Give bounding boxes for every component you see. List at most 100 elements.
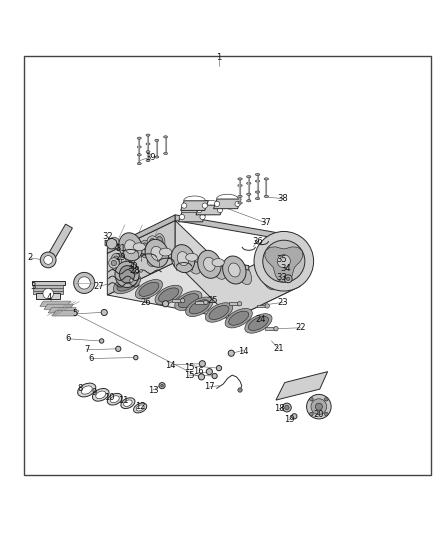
Ellipse shape [238,184,242,187]
Circle shape [216,366,222,371]
Ellipse shape [146,134,150,136]
Text: 5: 5 [73,309,78,318]
Text: 34: 34 [281,264,291,273]
Ellipse shape [171,245,195,272]
Ellipse shape [96,391,106,399]
Circle shape [206,368,212,375]
Circle shape [217,207,223,213]
Circle shape [307,394,331,419]
Circle shape [283,403,291,412]
Text: 9: 9 [92,388,97,397]
Ellipse shape [155,285,182,305]
Circle shape [74,272,95,294]
Ellipse shape [229,263,240,277]
Text: 30: 30 [127,262,138,271]
Polygon shape [195,301,206,304]
Ellipse shape [156,236,163,248]
Ellipse shape [146,159,150,161]
Text: 17: 17 [204,383,215,391]
Circle shape [254,231,314,291]
Circle shape [109,237,119,248]
Polygon shape [175,215,300,243]
Ellipse shape [175,291,202,310]
Ellipse shape [92,389,109,401]
Ellipse shape [115,261,139,287]
Ellipse shape [81,386,92,394]
Ellipse shape [139,282,159,296]
Ellipse shape [204,257,215,271]
Ellipse shape [137,163,141,165]
Polygon shape [33,288,63,290]
Text: 7: 7 [84,345,89,354]
Ellipse shape [212,259,224,266]
Text: 21: 21 [273,344,284,353]
Text: 39: 39 [145,152,155,161]
Circle shape [130,279,133,282]
Ellipse shape [248,317,268,330]
Circle shape [285,405,289,410]
Circle shape [197,207,202,213]
Ellipse shape [255,180,260,182]
Ellipse shape [261,268,277,290]
Ellipse shape [113,274,141,294]
Circle shape [263,240,305,282]
Circle shape [277,255,290,268]
Circle shape [159,383,165,389]
Circle shape [43,288,53,299]
Text: 2: 2 [27,253,32,262]
Text: 22: 22 [295,324,306,332]
Circle shape [111,260,117,265]
Text: 36: 36 [252,237,263,246]
Circle shape [212,374,217,378]
Polygon shape [196,205,223,215]
Ellipse shape [155,156,159,158]
Text: 4: 4 [46,293,52,302]
Text: 18: 18 [274,405,285,414]
Ellipse shape [124,400,132,406]
Ellipse shape [78,383,96,397]
Ellipse shape [119,233,142,261]
Text: 12: 12 [135,402,145,411]
Circle shape [180,298,185,303]
Circle shape [215,201,219,206]
Ellipse shape [125,247,136,264]
Ellipse shape [135,279,162,299]
Circle shape [180,214,185,220]
Ellipse shape [154,233,165,251]
Text: 11: 11 [118,396,129,405]
Polygon shape [265,247,303,282]
Polygon shape [45,224,72,264]
Polygon shape [105,240,118,249]
Ellipse shape [264,195,268,198]
Ellipse shape [198,251,221,278]
Ellipse shape [134,403,147,413]
Polygon shape [178,212,206,222]
Ellipse shape [110,253,121,271]
Polygon shape [48,308,76,313]
Ellipse shape [209,305,229,320]
Polygon shape [44,304,74,310]
Ellipse shape [185,252,201,274]
Circle shape [237,302,242,306]
Ellipse shape [110,395,119,403]
Circle shape [134,356,138,360]
Ellipse shape [113,256,120,268]
Circle shape [310,413,313,416]
Polygon shape [117,246,249,270]
Text: 14: 14 [166,360,176,369]
Circle shape [325,413,328,416]
Ellipse shape [205,303,233,322]
Text: 1: 1 [216,53,222,62]
Circle shape [311,399,327,415]
Polygon shape [229,302,240,305]
Text: 23: 23 [278,298,288,307]
Circle shape [101,310,107,316]
Polygon shape [107,221,175,295]
Circle shape [109,258,119,268]
Ellipse shape [137,146,141,148]
Circle shape [162,301,169,307]
Circle shape [274,327,278,331]
Circle shape [199,361,205,367]
Ellipse shape [146,143,150,145]
Ellipse shape [121,398,135,408]
